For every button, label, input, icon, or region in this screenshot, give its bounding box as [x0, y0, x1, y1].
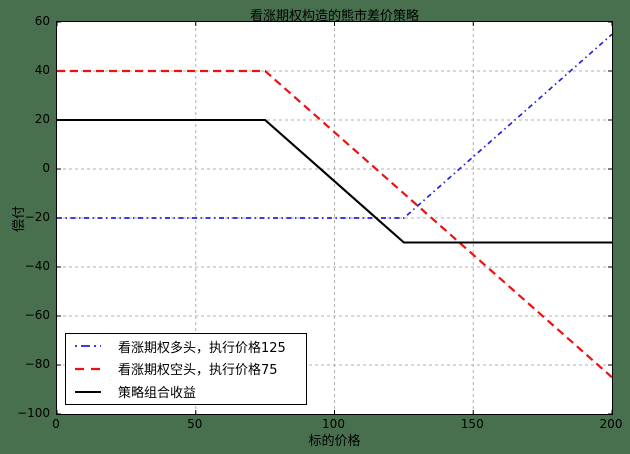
y-tick-label: 40	[34, 63, 50, 77]
x-axis-label: 标的价格	[308, 434, 361, 449]
legend-line-sample-solid-icon	[75, 390, 101, 393]
y-tick-label: −80	[24, 357, 50, 371]
y-tick-label: 60	[34, 14, 50, 28]
y-tick-label: −40	[24, 259, 50, 273]
series-line-0	[57, 33, 612, 219]
legend-line-sample-dashdot-icon	[75, 345, 101, 348]
y-tick-label: −100	[17, 406, 50, 420]
x-tick-label: 100	[322, 417, 345, 431]
legend: 看涨期权多头，执行价格125 看涨期权空头，执行价格75 策略组合收益	[65, 333, 307, 405]
legend-label: 策略组合收益	[118, 386, 197, 402]
legend-label: 看涨期权空头，执行价格75	[118, 363, 278, 379]
chart-title: 看涨期权构造的熊市差价策略	[249, 9, 419, 24]
series-line-1	[57, 69, 612, 379]
legend-item: 看涨期权多头，执行价格125	[66, 335, 306, 357]
y-axis-label: 偿付	[12, 205, 27, 232]
y-tick-label: −20	[24, 210, 50, 224]
legend-item: 策略组合收益	[66, 381, 306, 403]
x-tick-label: 200	[599, 417, 623, 431]
x-tick-label: 0	[52, 417, 60, 431]
legend-label: 看涨期权多头，执行价格125	[118, 340, 286, 356]
y-tick-label: 20	[34, 112, 50, 126]
legend-item: 看涨期权空头，执行价格75	[66, 358, 306, 380]
series-line-2	[57, 118, 612, 244]
legend-line-sample-dashed-icon	[75, 367, 101, 371]
y-tick-label: 0	[42, 161, 50, 175]
x-tick-label: 50	[187, 417, 203, 431]
x-tick-label: 150	[460, 417, 484, 431]
y-tick-label: −60	[24, 308, 50, 322]
